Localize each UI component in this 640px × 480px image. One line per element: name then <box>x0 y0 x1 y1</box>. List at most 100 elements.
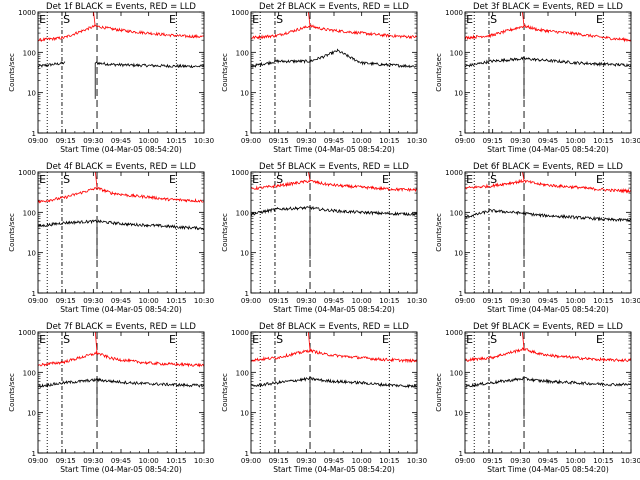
series-line-lld <box>251 23 417 40</box>
series-line-events <box>94 61 204 69</box>
y-tick-label: 10 <box>454 250 463 258</box>
x-tick-label: 09:30 <box>510 297 530 305</box>
series-line-events <box>38 61 66 68</box>
event-marker-label: S <box>63 173 70 186</box>
y-tick-label: 100 <box>450 209 463 217</box>
y-axis-label: Counts/sec <box>435 213 443 252</box>
x-tick-label: 09:00 <box>241 457 261 465</box>
y-tick-label: 10 <box>454 410 463 418</box>
x-tick-label: 10:15 <box>379 297 399 305</box>
y-tick-label: 100 <box>23 209 36 217</box>
x-tick-label: 10:00 <box>566 297 586 305</box>
series-line-events <box>38 377 204 389</box>
x-tick-label: 09:45 <box>538 457 558 465</box>
x-tick-label: 09:45 <box>111 457 131 465</box>
y-axis-label: Counts/sec <box>8 213 16 252</box>
y-tick-label: 10 <box>240 410 249 418</box>
y-tick-label: 100 <box>236 49 249 57</box>
detector-chart-6: Det 6f BLACK = Events, RED = LLD Counts/s… <box>435 162 640 314</box>
x-tick-label: 10:30 <box>621 297 640 305</box>
series-line-events <box>465 376 631 388</box>
event-marker-label: S <box>276 173 283 186</box>
y-axis-label: Counts/sec <box>8 373 16 412</box>
y-tick-label: 1000 <box>445 329 463 337</box>
x-tick-label: 10:00 <box>352 457 372 465</box>
x-tick-label: 09:00 <box>455 137 475 145</box>
series-line-lld <box>251 346 417 364</box>
chart-title: Det 5f BLACK = Events, RED = LLD <box>259 162 409 172</box>
y-tick-label: 100 <box>450 369 463 377</box>
x-tick-label: 09:00 <box>28 457 48 465</box>
x-axis-label: Start Time (04-Mar-05 08:54:20) <box>273 305 395 314</box>
event-marker-label: E <box>169 333 176 346</box>
event-marker-label: S <box>490 173 497 186</box>
series-line-lld <box>94 332 98 354</box>
y-axis-label: Counts/sec <box>221 53 229 92</box>
x-tick-label: 10:00 <box>566 137 586 145</box>
y-tick-label: 10 <box>240 90 249 98</box>
x-tick-label: 10:30 <box>194 457 214 465</box>
detector-chart-9: Det 9f BLACK = Events, RED = LLD Counts/s… <box>435 322 640 474</box>
x-tick-label: 09:00 <box>455 297 475 305</box>
plot-frame <box>250 171 418 294</box>
x-axis-label: Start Time (04-Mar-05 08:54:20) <box>60 465 182 474</box>
event-marker-label: S <box>63 13 70 26</box>
x-tick-label: 10:15 <box>379 457 399 465</box>
series-line-lld <box>522 172 525 181</box>
event-marker-label: E <box>169 173 176 186</box>
x-tick-label: 09:15 <box>56 297 76 305</box>
y-tick-label: 10 <box>454 90 463 98</box>
x-tick-label: 10:15 <box>379 137 399 145</box>
series-line-lld <box>307 332 311 351</box>
x-tick-label: 10:00 <box>352 137 372 145</box>
y-tick-label: 1000 <box>231 329 249 337</box>
series-line-lld <box>38 185 204 204</box>
x-tick-label: 10:30 <box>194 137 214 145</box>
x-tick-label: 09:30 <box>83 457 103 465</box>
y-tick-label: 100 <box>236 209 249 217</box>
y-tick-label: 10 <box>240 250 249 258</box>
x-tick-label: 10:30 <box>407 457 427 465</box>
series-line-lld <box>251 179 417 193</box>
series-line-lld <box>93 12 96 27</box>
detector-chart-8: Det 8f BLACK = Events, RED = LLD Counts/s… <box>221 322 427 474</box>
y-tick-label: 100 <box>23 49 36 57</box>
series-line-lld <box>38 348 204 368</box>
x-tick-label: 09:30 <box>510 137 530 145</box>
y-tick-label: 10 <box>27 90 36 98</box>
y-tick-label: 100 <box>236 369 249 377</box>
chart-title: Det 8f BLACK = Events, RED = LLD <box>259 322 409 332</box>
chart-title: Det 6f BLACK = Events, RED = LLD <box>473 162 623 172</box>
x-tick-label: 09:00 <box>455 457 475 465</box>
detector-chart-4: Det 4f BLACK = Events, RED = LLD Counts/s… <box>8 162 214 314</box>
x-tick-label: 09:00 <box>241 297 261 305</box>
event-marker-label: E <box>596 333 603 346</box>
series-line-lld <box>38 22 204 43</box>
plot-frame <box>250 11 418 134</box>
x-tick-label: 10:15 <box>166 457 186 465</box>
x-tick-label: 10:15 <box>593 297 613 305</box>
detector-chart-2: Det 2f BLACK = Events, RED = LLD Counts/s… <box>221 2 427 154</box>
series-line-events <box>251 48 417 69</box>
chart-title: Det 3f BLACK = Events, RED = LLD <box>473 2 623 12</box>
x-tick-label: 10:00 <box>139 137 159 145</box>
series-line-events <box>465 209 631 223</box>
plot-frame <box>464 331 632 454</box>
x-tick-label: 09:00 <box>241 137 261 145</box>
y-tick-label: 1000 <box>445 169 463 177</box>
y-tick-label: 1000 <box>18 9 36 17</box>
x-tick-label: 10:30 <box>621 137 640 145</box>
x-tick-label: 09:15 <box>483 137 503 145</box>
y-tick-label: 1 <box>245 130 249 138</box>
plot-frame <box>37 11 205 134</box>
detector-chart-5: Det 5f BLACK = Events, RED = LLD Counts/s… <box>221 162 427 314</box>
x-tick-label: 09:30 <box>296 457 316 465</box>
series-line-lld <box>94 172 98 189</box>
x-tick-label: 10:00 <box>139 457 159 465</box>
x-tick-label: 10:30 <box>621 457 640 465</box>
x-tick-label: 10:15 <box>593 457 613 465</box>
detector-chart-1: Det 1f BLACK = Events, RED = LLD Counts/s… <box>8 2 214 154</box>
event-marker-label: E <box>252 333 259 346</box>
event-marker-label: E <box>466 173 473 186</box>
